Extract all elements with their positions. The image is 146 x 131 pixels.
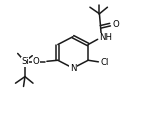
Text: NH: NH: [99, 34, 112, 42]
Text: O: O: [33, 57, 39, 66]
Text: N: N: [70, 64, 76, 73]
Text: Si: Si: [21, 57, 29, 66]
Text: Cl: Cl: [101, 58, 109, 67]
Text: O: O: [112, 20, 119, 29]
